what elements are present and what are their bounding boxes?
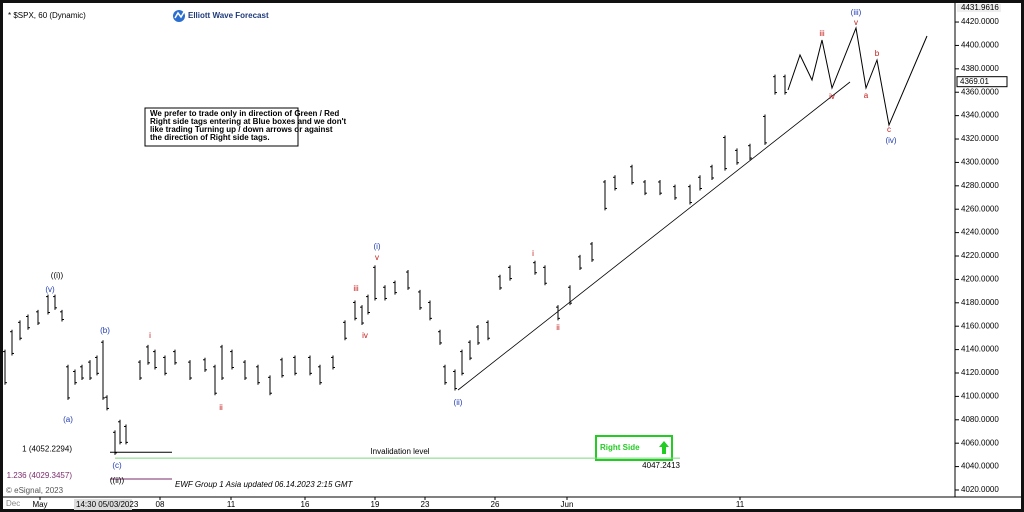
y-tick-label: 4140.0000 [961,345,999,354]
invalidation-label: Invalidation level [370,447,429,456]
wave-label: v [375,253,379,262]
y-tick-label: 4260.0000 [961,204,999,213]
projection-path [787,26,928,127]
y-tick-label: 4340.0000 [961,111,999,120]
invalidation-value: 4047.2413 [642,461,680,470]
wave-label: ((i)) [51,271,64,280]
chart-title: * $SPX, 60 (Dynamic) [8,11,86,20]
y-tick-label: 4420.0000 [961,17,999,26]
note-line: Right side tags entering at Blue boxes a… [150,117,346,126]
y-tick-label: 4080.0000 [961,415,999,424]
y-tick-label: 4400.0000 [961,41,999,50]
wave-label: i [149,331,151,340]
wave-label: (ii) [454,398,463,407]
wave-label: b [875,49,880,58]
frame [3,3,1021,509]
wave-label: (i) [373,242,380,251]
wave-label: (iii) [851,8,862,17]
wave-label: c [887,125,891,134]
y-tick-label: 4100.0000 [961,392,999,401]
wave-label: a [864,91,869,100]
last-price-box [956,76,1008,88]
fib-level-label: 1.236 (4029.3457) [7,471,73,480]
high-marker-box [957,4,1001,13]
y-tick-label: 4160.0000 [961,321,999,330]
brand: Elliott Wave Forecast [188,11,269,20]
fib-level-label: 1 (4052.2294) [22,444,72,453]
y-tick-label: 4240.0000 [961,228,999,237]
y-tick-label: 4300.0000 [961,158,999,167]
note-box [144,107,299,147]
y-tick-label: 4380.0000 [961,64,999,73]
note-line: like trading Turning up / down arrows or… [150,125,333,134]
last-price-label: 4369.01 [960,77,989,86]
y-tick-label: 4320.0000 [961,134,999,143]
cursor-label: 14:30 05/03/2023 [76,500,139,509]
trend-line [457,81,851,391]
wave-label: (b) [100,326,110,335]
copyright: © eSignal, 2023 [6,486,64,495]
y-tick-label: 4040.0000 [961,462,999,471]
x-tick-label: 23 [421,500,430,509]
right-side-label: Right Side [600,443,640,452]
first-time-label: Dec [6,499,20,508]
wave-label: iii [819,29,825,38]
y-tick-label: 4220.0000 [961,251,999,260]
note-line: We prefer to trade only in direction of … [150,109,339,118]
x-tick-label: Jun [561,500,574,509]
wave-label: iv [829,92,835,101]
wave-label: ((ii)) [110,476,125,485]
brand-logo-wave [174,11,185,19]
right-side-box [595,435,673,461]
y-tick-label: 4120.0000 [961,368,999,377]
brand-logo [173,10,185,22]
wave-label: v [854,18,858,27]
y-tick-label: 4360.0000 [961,87,999,96]
note-line: the direction of Right side tags. [150,133,270,142]
y-tick-label: 4280.0000 [961,181,999,190]
wave-label: ii [219,403,223,412]
wave-label: iii [353,284,359,293]
wave-label: (iv) [885,136,896,145]
x-tick-label: 16 [301,500,310,509]
y-tick-label: 4200.0000 [961,275,999,284]
x-tick-label: 19 [371,500,380,509]
y-tick-label: 4060.0000 [961,438,999,447]
wave-label: ii [556,323,560,332]
cursor-box [74,499,132,510]
right-side-arrow [659,441,669,454]
x-tick-label: 11 [736,500,745,509]
y-tick-label: 4180.0000 [961,298,999,307]
wave-label: (v) [45,285,55,294]
wave-label: (c) [112,461,122,470]
x-tick-label: 11 [227,500,236,509]
footer: EWF Group 1 Asia updated 06.14.2023 2:15… [175,480,354,489]
wave-label: iv [362,331,368,340]
x-tick-label: 08 [156,500,165,509]
y-tick-label: 4020.0000 [961,485,999,494]
x-tick-label: 26 [491,500,500,509]
wave-label: (a) [63,415,73,424]
wave-label: i [532,249,534,258]
x-tick-label: May [32,500,47,509]
high-marker-label: 4431.9616 [961,3,999,12]
